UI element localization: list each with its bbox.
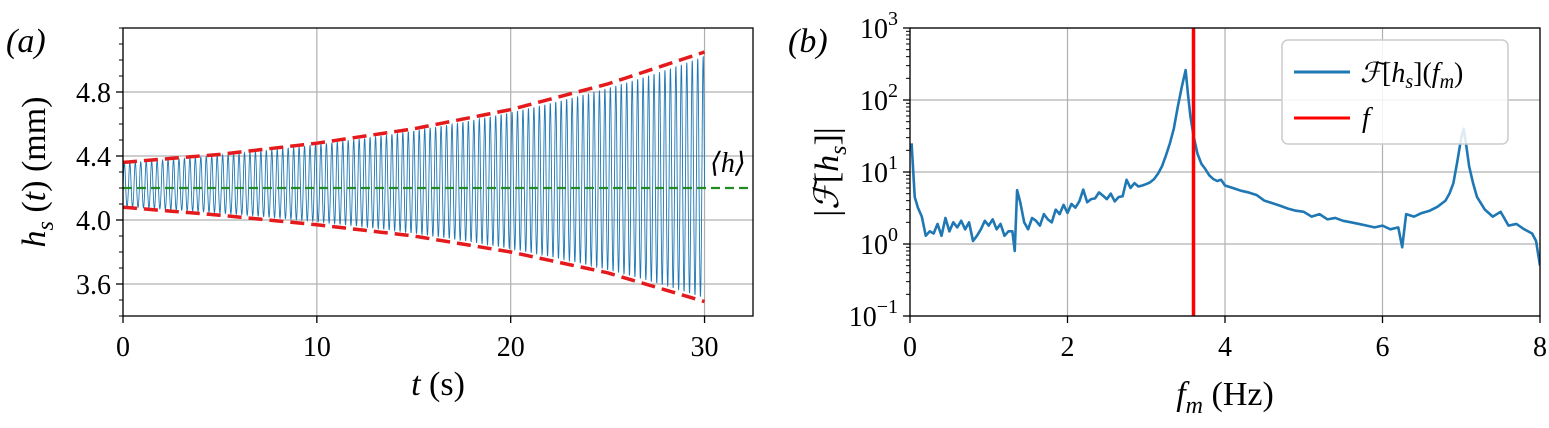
signal-line bbox=[123, 55, 705, 297]
panel-a-label: (a) bbox=[6, 23, 46, 60]
y-tick-label: 102 bbox=[860, 80, 898, 117]
panel-a-series bbox=[123, 50, 753, 304]
envelope-lower-line bbox=[123, 205, 706, 304]
y-tick-label: 10−1 bbox=[849, 296, 898, 333]
panel-b-xlabel: fm (Hz) bbox=[1176, 376, 1274, 419]
panel-a: 0 10 20 30 3.6 4.0 4.4 4.8 ⟨h⟩ (a) t (s) hs (t)… bbox=[6, 23, 754, 403]
legend-label-spectrum: ℱ[hs](fm) bbox=[1360, 58, 1463, 93]
envelope-upper-line bbox=[123, 50, 706, 165]
y-tick-label: 4.8 bbox=[76, 78, 111, 109]
x-tick-label: 20 bbox=[497, 332, 525, 363]
panel-a-ylabel: hs (t) (mm) bbox=[16, 97, 59, 248]
x-tick-label: 8 bbox=[1533, 332, 1547, 363]
y-tick-label: 101 bbox=[860, 152, 898, 189]
y-tick-label: 4.4 bbox=[76, 142, 111, 173]
x-tick-label: 6 bbox=[1376, 332, 1390, 363]
panel-b-ticks: 0 2 4 6 8 10−1 100 101 102 103 bbox=[849, 8, 1547, 363]
x-tick-label: 30 bbox=[691, 332, 719, 363]
panel-a-xlabel: t (s) bbox=[411, 366, 465, 403]
x-tick-label: 4 bbox=[1218, 332, 1232, 363]
x-tick-label: 0 bbox=[116, 332, 130, 363]
panel-b: 0 2 4 6 8 10−1 100 101 102 103 (b) fm (Hz) |ℱ[hs]… bbox=[788, 8, 1547, 419]
y-tick-label: 103 bbox=[860, 8, 898, 45]
panel-b-label: (b) bbox=[788, 23, 828, 60]
y-tick-label: 100 bbox=[860, 224, 898, 261]
y-tick-label: 3.6 bbox=[76, 270, 111, 301]
y-tick-label: 4.0 bbox=[76, 206, 111, 237]
x-tick-label: 10 bbox=[303, 332, 331, 363]
mean-label: ⟨h⟩ bbox=[710, 148, 746, 179]
panel-b-series bbox=[910, 28, 1540, 316]
panel-a-ticks: 0 10 20 30 3.6 4.0 4.4 4.8 bbox=[76, 27, 719, 363]
legend: ℱ[hs](fm) f bbox=[1281, 39, 1509, 145]
legend-box bbox=[1281, 39, 1509, 145]
x-tick-label: 0 bbox=[903, 332, 917, 363]
panel-b-ylabel: |ℱ[hs]| bbox=[809, 127, 852, 216]
x-tick-label: 2 bbox=[1061, 332, 1075, 363]
legend-label-f: f bbox=[1362, 103, 1373, 134]
spectrum-line bbox=[910, 68, 1540, 266]
